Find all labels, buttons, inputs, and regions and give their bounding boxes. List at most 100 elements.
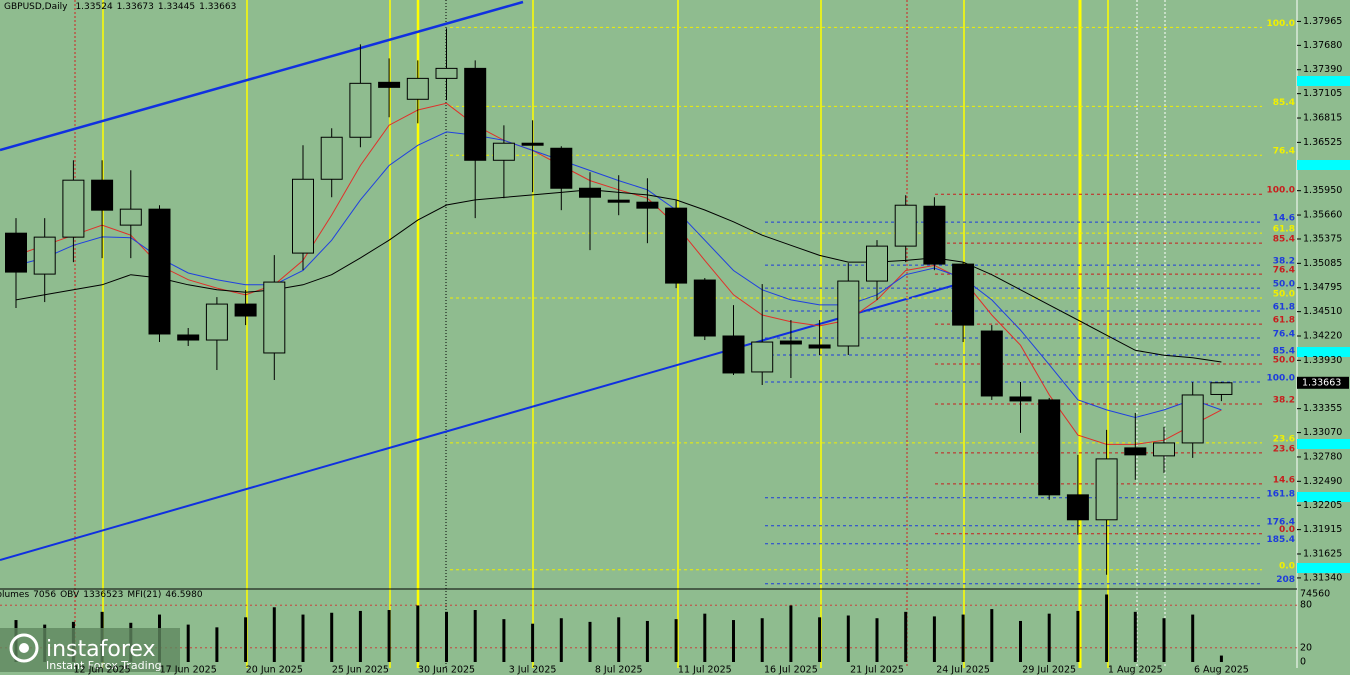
fib-level-label: 85.4 xyxy=(1273,235,1295,245)
candle-body xyxy=(435,67,458,79)
fib-level-label: 61.8 xyxy=(1273,303,1295,313)
candle-body xyxy=(808,344,831,349)
x-tick-label: 25 Jun 2025 xyxy=(332,665,389,675)
y-tick-label: 1.35950 xyxy=(1303,185,1342,196)
fib-level-label: 50.0 xyxy=(1273,355,1295,365)
candle-body xyxy=(119,208,142,226)
candle-body xyxy=(693,279,716,337)
candle-body xyxy=(1153,442,1175,457)
x-tick-label: 1 Aug 2025 xyxy=(1108,665,1163,675)
fib-level-label: 50.0 xyxy=(1273,290,1295,300)
y-tick-label: 1.31915 xyxy=(1303,524,1342,535)
close-value: 1.33663 xyxy=(199,2,236,12)
candle-body xyxy=(62,179,85,238)
price-marker xyxy=(1297,76,1350,86)
high-value: 1.33673 xyxy=(117,2,154,12)
candle-body xyxy=(751,341,774,373)
candle-body xyxy=(579,187,601,198)
y-tick-label: 1.31625 xyxy=(1303,548,1342,559)
volume-label: Volumes xyxy=(0,590,29,600)
fib-level-label: 100.0 xyxy=(1267,373,1295,383)
candle-body xyxy=(1009,396,1032,402)
candle-body xyxy=(492,142,515,161)
candle-body xyxy=(263,281,286,354)
y-tick-label: 1.34220 xyxy=(1303,331,1342,342)
y-tick-label: 0 xyxy=(1300,657,1306,668)
y-tick-label: 1.36525 xyxy=(1303,137,1342,148)
y-tick-label: 1.35375 xyxy=(1303,233,1342,244)
y-tick-label: 1.35085 xyxy=(1303,258,1342,269)
candle-body xyxy=(866,245,888,282)
candle-body xyxy=(406,77,429,100)
fib-level-label: 38.2 xyxy=(1273,395,1295,405)
fib-level-label: 76.4 xyxy=(1273,330,1295,340)
fib-level-label: 76.4 xyxy=(1273,266,1295,276)
candle-body xyxy=(980,330,1003,397)
y-tick-label: 1.37105 xyxy=(1303,88,1342,99)
candle-body xyxy=(550,147,573,189)
x-tick-label: 17 Jun 2025 xyxy=(160,665,217,675)
y-tick-label: 1.31340 xyxy=(1303,572,1342,583)
current-price-box xyxy=(1297,376,1349,389)
y-tick-label: 20 xyxy=(1300,642,1312,653)
candle-body xyxy=(1095,458,1118,521)
fib-level-label: 38.2 xyxy=(1273,257,1295,267)
y-tick-label: 1.37965 xyxy=(1303,16,1342,27)
brand: instaforex xyxy=(46,637,156,662)
x-tick-label: 21 Jul 2025 xyxy=(850,665,904,675)
watermark: instaforex Instant Forex Trading xyxy=(0,628,180,672)
candle-body xyxy=(779,340,802,345)
candle-body xyxy=(665,207,688,284)
candle-body xyxy=(5,232,27,273)
logo-icon xyxy=(9,633,39,663)
candle-body xyxy=(1181,394,1204,444)
y-tick-label: 1.37390 xyxy=(1303,64,1342,75)
fib-level-label: 76.4 xyxy=(1273,147,1295,157)
candle-body xyxy=(894,204,917,247)
y-tick-label: 1.37680 xyxy=(1303,40,1342,51)
fib-level-label: 14.6 xyxy=(1273,475,1295,485)
x-tick-label: 8 Jul 2025 xyxy=(595,665,643,675)
candle-body xyxy=(349,82,372,138)
fib-level-label: 61.8 xyxy=(1273,316,1295,326)
fib-level-label: 0.0 xyxy=(1279,525,1295,535)
obv-label: OBV xyxy=(60,590,80,600)
mfi-label: MFI(21) xyxy=(127,590,161,600)
y-tick-label: 1.33355 xyxy=(1303,403,1342,414)
y-tick-label: 1.32205 xyxy=(1303,500,1342,511)
y-tick-label: 1.32490 xyxy=(1303,476,1342,487)
price-marker xyxy=(1297,439,1350,449)
open-value: 1.33524 xyxy=(75,2,112,12)
price-marker xyxy=(1297,563,1350,573)
candle-body xyxy=(234,303,257,317)
fib-level-label: 50.0 xyxy=(1273,280,1295,290)
x-tick-label: 16 Jul 2025 xyxy=(764,665,818,675)
x-tick-label: 20 Jun 2025 xyxy=(246,665,303,675)
x-tick-label: 30 Jun 2025 xyxy=(418,665,475,675)
fib-level-label: 61.8 xyxy=(1273,225,1295,235)
y-tick-label: 1.34795 xyxy=(1303,282,1342,293)
y-tick-label: 1.33930 xyxy=(1303,355,1342,366)
candle-body xyxy=(464,67,487,161)
y-tick-label: 1.33070 xyxy=(1303,427,1342,438)
x-tick-label: 3 Jul 2025 xyxy=(509,665,557,675)
x-tick-label: 12 Jun 2025 xyxy=(74,665,131,675)
candle-body xyxy=(148,208,171,335)
candle-body xyxy=(837,280,860,347)
candle-body xyxy=(1066,494,1089,521)
candles xyxy=(5,28,1233,575)
x-tick-label: 29 Jul 2025 xyxy=(1022,665,1076,675)
candle-body xyxy=(378,81,401,88)
indicator-panel: 74560 0 20 80 xyxy=(0,589,1330,668)
fib-level-label: 208 xyxy=(1276,575,1295,585)
candle-body xyxy=(722,335,745,374)
candle-body xyxy=(1210,382,1233,395)
fib-level-label: 23.6 xyxy=(1273,444,1295,454)
x-tick-label: 11 Jul 2025 xyxy=(678,665,732,675)
candle-body xyxy=(636,201,659,209)
fib-level-label: 23.6 xyxy=(1273,434,1295,444)
candle-body xyxy=(923,205,946,265)
mfi-value: 46.5980 xyxy=(165,590,202,600)
price-marker xyxy=(1297,347,1350,357)
candle-body xyxy=(33,236,56,275)
